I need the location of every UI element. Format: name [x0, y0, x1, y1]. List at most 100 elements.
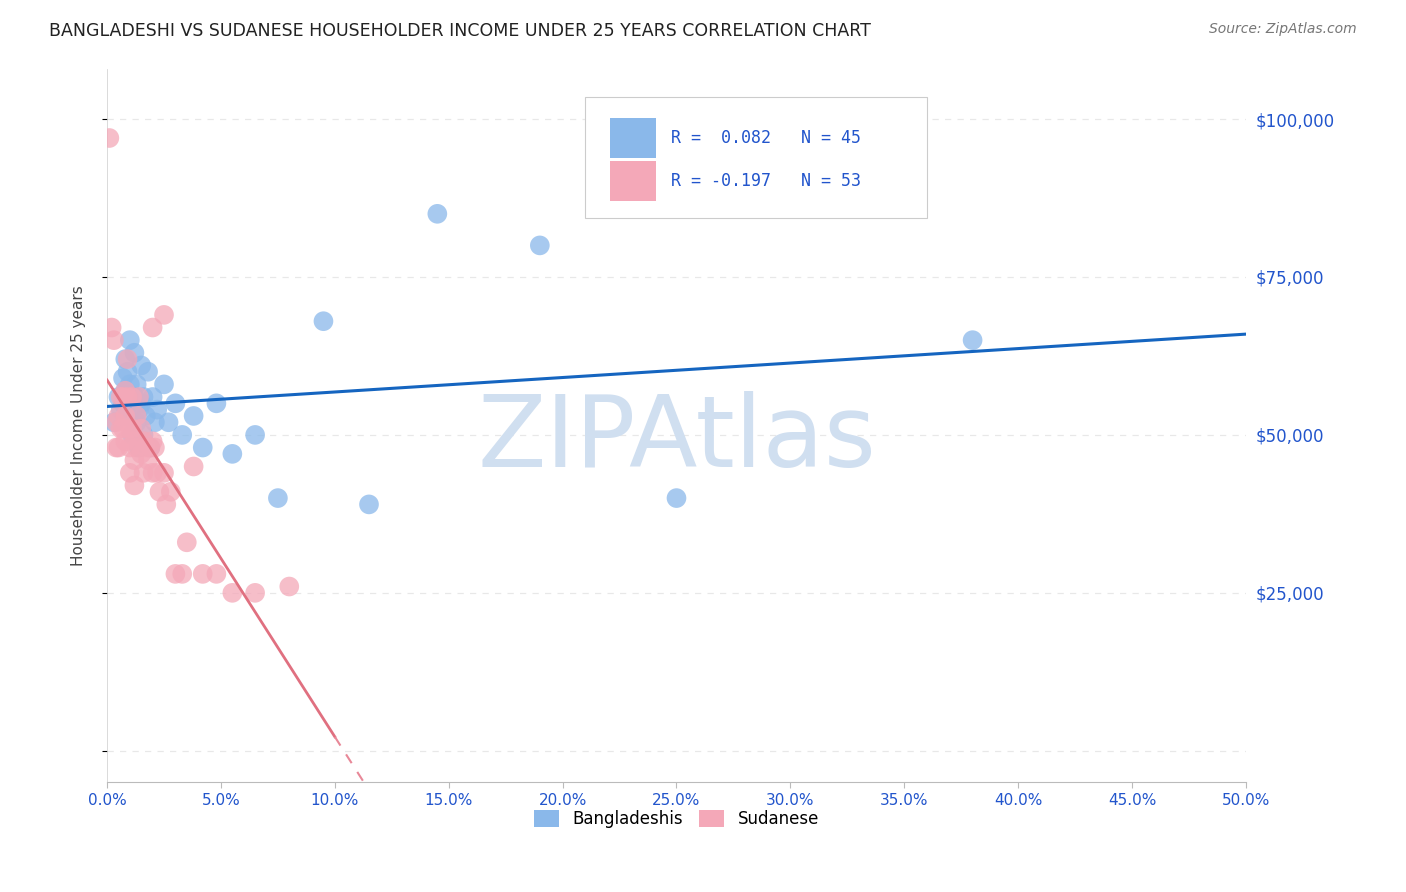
Point: [128, 441, 150, 455]
Point: [165, 566, 187, 581]
FancyBboxPatch shape: [610, 119, 657, 158]
Point: [114, 434, 136, 449]
Point: [142, 390, 165, 404]
Point: [129, 359, 152, 373]
Point: [111, 421, 134, 435]
Point: [117, 365, 139, 379]
Point: [98, 131, 121, 145]
Point: [135, 441, 157, 455]
Point: [205, 566, 228, 581]
Point: [183, 459, 205, 474]
Point: [665, 491, 688, 505]
Point: [962, 333, 984, 347]
FancyBboxPatch shape: [585, 97, 927, 219]
Point: [128, 402, 150, 417]
Point: [221, 586, 243, 600]
Legend: Bangladeshis, Sudanese: Bangladeshis, Sudanese: [527, 803, 825, 835]
Point: [114, 384, 136, 398]
Point: [146, 402, 169, 417]
Point: [124, 390, 146, 404]
Point: [110, 390, 132, 404]
Point: [132, 434, 155, 449]
Point: [103, 415, 125, 429]
Point: [132, 466, 155, 480]
Point: [107, 441, 129, 455]
Point: [191, 441, 214, 455]
Y-axis label: Householder Income Under 25 years: Householder Income Under 25 years: [72, 285, 86, 566]
Point: [278, 580, 301, 594]
Point: [111, 371, 134, 385]
Point: [117, 409, 139, 423]
Point: [267, 491, 290, 505]
Point: [118, 421, 141, 435]
Point: [146, 466, 169, 480]
Point: [357, 497, 380, 511]
Point: [139, 441, 162, 455]
Point: [103, 333, 125, 347]
Point: [125, 409, 148, 423]
Point: [107, 390, 129, 404]
Point: [176, 535, 198, 549]
Point: [124, 346, 146, 360]
FancyBboxPatch shape: [610, 161, 657, 201]
Point: [160, 484, 183, 499]
Point: [155, 497, 177, 511]
Point: [153, 308, 176, 322]
Point: [142, 320, 165, 334]
Point: [114, 352, 136, 367]
Point: [143, 441, 166, 455]
Point: [157, 415, 180, 429]
Point: [172, 428, 194, 442]
Text: R = -0.197   N = 53: R = -0.197 N = 53: [671, 172, 860, 190]
Point: [129, 396, 152, 410]
Point: [124, 453, 146, 467]
Text: BANGLADESHI VS SUDANESE HOUSEHOLDER INCOME UNDER 25 YEARS CORRELATION CHART: BANGLADESHI VS SUDANESE HOUSEHOLDER INCO…: [49, 22, 872, 40]
Point: [110, 402, 132, 417]
Point: [111, 390, 134, 404]
Point: [121, 428, 143, 442]
Text: ZIPAtlas: ZIPAtlas: [477, 392, 876, 488]
Text: R =  0.082   N = 45: R = 0.082 N = 45: [671, 128, 860, 147]
Point: [107, 409, 129, 423]
Point: [117, 352, 139, 367]
Point: [132, 428, 155, 442]
Point: [121, 421, 143, 435]
Point: [142, 466, 165, 480]
Point: [128, 390, 150, 404]
Point: [191, 566, 214, 581]
Point: [117, 390, 139, 404]
Point: [426, 207, 449, 221]
Point: [142, 434, 165, 449]
Point: [124, 478, 146, 492]
Point: [139, 441, 162, 455]
Point: [129, 447, 152, 461]
Point: [129, 421, 152, 435]
Point: [132, 390, 155, 404]
Point: [118, 466, 141, 480]
Point: [125, 441, 148, 455]
Point: [183, 409, 205, 423]
Point: [136, 453, 159, 467]
Point: [136, 365, 159, 379]
Point: [118, 333, 141, 347]
Text: Source: ZipAtlas.com: Source: ZipAtlas.com: [1209, 22, 1357, 37]
Point: [124, 434, 146, 449]
Point: [121, 390, 143, 404]
Point: [172, 566, 194, 581]
Point: [118, 377, 141, 392]
Point: [105, 441, 128, 455]
Point: [221, 447, 243, 461]
Point: [135, 409, 157, 423]
Point: [121, 390, 143, 404]
Point: [153, 466, 176, 480]
Point: [529, 238, 551, 252]
Point: [312, 314, 335, 328]
Point: [165, 396, 187, 410]
Point: [110, 421, 132, 435]
Point: [148, 484, 170, 499]
Point: [114, 384, 136, 398]
Point: [100, 320, 122, 334]
Point: [205, 396, 228, 410]
Point: [125, 377, 148, 392]
Point: [118, 441, 141, 455]
